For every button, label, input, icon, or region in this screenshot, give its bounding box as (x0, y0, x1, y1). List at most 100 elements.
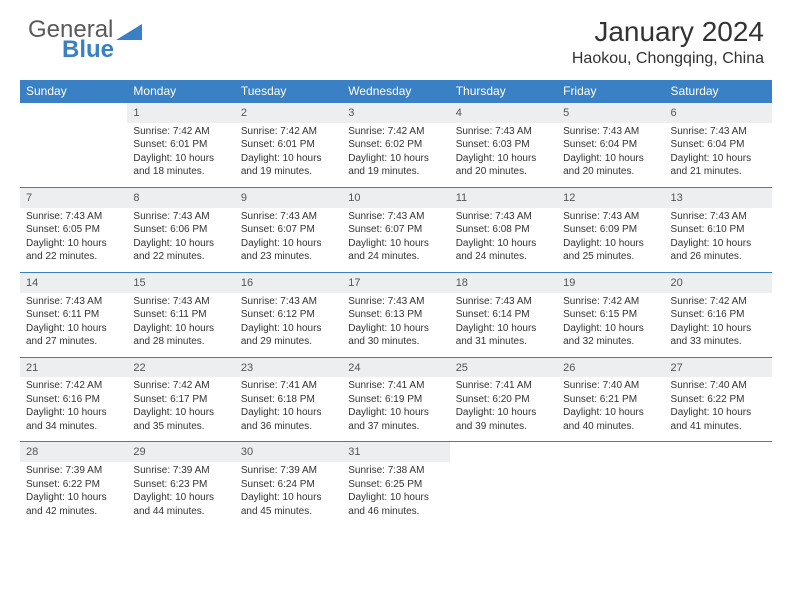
page-title: January 2024 (572, 16, 764, 48)
daylight-text: Daylight: 10 hours and 31 minutes. (456, 322, 551, 349)
sunrise-text: Sunrise: 7:41 AM (348, 379, 443, 393)
day-number: 4 (450, 103, 557, 123)
daylight-text: Daylight: 10 hours and 29 minutes. (241, 322, 336, 349)
day-cell: Sunrise: 7:39 AMSunset: 6:23 PMDaylight:… (127, 462, 234, 526)
sunrise-text: Sunrise: 7:41 AM (241, 379, 336, 393)
day-cell: Sunrise: 7:43 AMSunset: 6:10 PMDaylight:… (665, 208, 772, 273)
day-cell (450, 462, 557, 526)
sunrise-text: Sunrise: 7:43 AM (348, 210, 443, 224)
daylight-text: Daylight: 10 hours and 20 minutes. (456, 152, 551, 179)
day-cell: Sunrise: 7:43 AMSunset: 6:05 PMDaylight:… (20, 208, 127, 273)
sunset-text: Sunset: 6:12 PM (241, 308, 336, 322)
sunrise-text: Sunrise: 7:43 AM (241, 295, 336, 309)
day-cell: Sunrise: 7:40 AMSunset: 6:21 PMDaylight:… (557, 377, 664, 442)
daylight-text: Daylight: 10 hours and 32 minutes. (563, 322, 658, 349)
sunrise-text: Sunrise: 7:43 AM (26, 210, 121, 224)
sunrise-text: Sunrise: 7:43 AM (671, 210, 766, 224)
logo-text-blue: Blue (62, 36, 114, 64)
day-number: 22 (127, 357, 234, 377)
daylight-text: Daylight: 10 hours and 34 minutes. (26, 406, 121, 433)
daylight-text: Daylight: 10 hours and 30 minutes. (348, 322, 443, 349)
day-cell: Sunrise: 7:42 AMSunset: 6:15 PMDaylight:… (557, 293, 664, 358)
sunset-text: Sunset: 6:09 PM (563, 223, 658, 237)
sunset-text: Sunset: 6:04 PM (671, 138, 766, 152)
day-detail-row: Sunrise: 7:39 AMSunset: 6:22 PMDaylight:… (20, 462, 772, 526)
daylight-text: Daylight: 10 hours and 19 minutes. (241, 152, 336, 179)
sunset-text: Sunset: 6:21 PM (563, 393, 658, 407)
sunrise-text: Sunrise: 7:43 AM (563, 125, 658, 139)
sunset-text: Sunset: 6:08 PM (456, 223, 551, 237)
sunset-text: Sunset: 6:14 PM (456, 308, 551, 322)
day-number: 14 (20, 272, 127, 292)
sunrise-text: Sunrise: 7:43 AM (456, 295, 551, 309)
daylight-text: Daylight: 10 hours and 40 minutes. (563, 406, 658, 433)
sunrise-text: Sunrise: 7:43 AM (563, 210, 658, 224)
day-cell: Sunrise: 7:43 AMSunset: 6:04 PMDaylight:… (665, 123, 772, 188)
sunrise-text: Sunrise: 7:42 AM (133, 125, 228, 139)
day-cell: Sunrise: 7:43 AMSunset: 6:09 PMDaylight:… (557, 208, 664, 273)
sunrise-text: Sunrise: 7:42 AM (241, 125, 336, 139)
day-number (450, 442, 557, 462)
sunset-text: Sunset: 6:22 PM (671, 393, 766, 407)
sunset-text: Sunset: 6:22 PM (26, 478, 121, 492)
day-number: 20 (665, 272, 772, 292)
day-number: 15 (127, 272, 234, 292)
day-number: 28 (20, 442, 127, 462)
day-number: 8 (127, 187, 234, 207)
daylight-text: Daylight: 10 hours and 26 minutes. (671, 237, 766, 264)
weekday-header: Friday (557, 80, 664, 103)
sunset-text: Sunset: 6:10 PM (671, 223, 766, 237)
sunset-text: Sunset: 6:16 PM (671, 308, 766, 322)
daylight-text: Daylight: 10 hours and 37 minutes. (348, 406, 443, 433)
day-number: 27 (665, 357, 772, 377)
daylight-text: Daylight: 10 hours and 24 minutes. (348, 237, 443, 264)
day-cell: Sunrise: 7:43 AMSunset: 6:07 PMDaylight:… (235, 208, 342, 273)
day-cell: Sunrise: 7:40 AMSunset: 6:22 PMDaylight:… (665, 377, 772, 442)
day-cell (557, 462, 664, 526)
title-block: January 2024 Haokou, Chongqing, China (572, 16, 764, 68)
sunrise-text: Sunrise: 7:43 AM (133, 210, 228, 224)
day-number: 2 (235, 103, 342, 123)
day-number: 7 (20, 187, 127, 207)
sunrise-text: Sunrise: 7:42 AM (563, 295, 658, 309)
day-number: 25 (450, 357, 557, 377)
day-number: 5 (557, 103, 664, 123)
day-number-row: 14151617181920 (20, 272, 772, 292)
daylight-text: Daylight: 10 hours and 20 minutes. (563, 152, 658, 179)
daylight-text: Daylight: 10 hours and 23 minutes. (241, 237, 336, 264)
daylight-text: Daylight: 10 hours and 35 minutes. (133, 406, 228, 433)
sunrise-text: Sunrise: 7:43 AM (671, 125, 766, 139)
sunrise-text: Sunrise: 7:42 AM (348, 125, 443, 139)
day-number: 1 (127, 103, 234, 123)
day-number: 13 (665, 187, 772, 207)
sunset-text: Sunset: 6:07 PM (348, 223, 443, 237)
sunset-text: Sunset: 6:24 PM (241, 478, 336, 492)
day-number: 12 (557, 187, 664, 207)
daylight-text: Daylight: 10 hours and 21 minutes. (671, 152, 766, 179)
weekday-header: Sunday (20, 80, 127, 103)
day-number: 23 (235, 357, 342, 377)
sunset-text: Sunset: 6:05 PM (26, 223, 121, 237)
day-number-row: 78910111213 (20, 187, 772, 207)
day-number-row: 123456 (20, 103, 772, 123)
sunset-text: Sunset: 6:16 PM (26, 393, 121, 407)
sunset-text: Sunset: 6:07 PM (241, 223, 336, 237)
day-cell: Sunrise: 7:41 AMSunset: 6:20 PMDaylight:… (450, 377, 557, 442)
day-number (665, 442, 772, 462)
day-number: 21 (20, 357, 127, 377)
day-number: 17 (342, 272, 449, 292)
sunrise-text: Sunrise: 7:39 AM (26, 464, 121, 478)
daylight-text: Daylight: 10 hours and 22 minutes. (133, 237, 228, 264)
day-cell: Sunrise: 7:43 AMSunset: 6:08 PMDaylight:… (450, 208, 557, 273)
day-detail-row: Sunrise: 7:42 AMSunset: 6:16 PMDaylight:… (20, 377, 772, 442)
sunrise-text: Sunrise: 7:41 AM (456, 379, 551, 393)
daylight-text: Daylight: 10 hours and 19 minutes. (348, 152, 443, 179)
day-cell: Sunrise: 7:38 AMSunset: 6:25 PMDaylight:… (342, 462, 449, 526)
sunset-text: Sunset: 6:06 PM (133, 223, 228, 237)
day-cell: Sunrise: 7:42 AMSunset: 6:16 PMDaylight:… (20, 377, 127, 442)
day-cell: Sunrise: 7:42 AMSunset: 6:01 PMDaylight:… (127, 123, 234, 188)
sunset-text: Sunset: 6:04 PM (563, 138, 658, 152)
day-number: 3 (342, 103, 449, 123)
day-number (557, 442, 664, 462)
sunrise-text: Sunrise: 7:40 AM (671, 379, 766, 393)
